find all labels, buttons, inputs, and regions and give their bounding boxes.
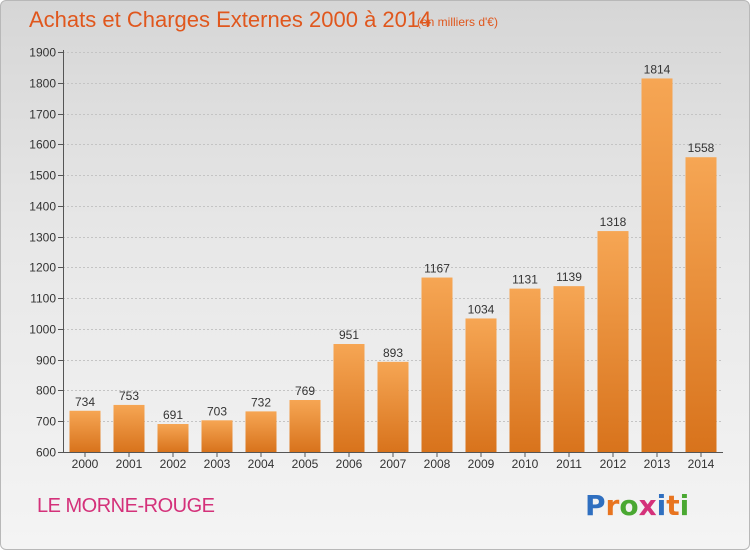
chart-title: Achats et Charges Externes 2000 à 2014 — [29, 7, 432, 32]
axes — [58, 50, 723, 457]
logo-letter: x — [638, 489, 657, 522]
chart-unit: (en milliers d'€) — [417, 15, 498, 29]
bar — [289, 400, 321, 452]
x-tick-label: 2006 — [336, 457, 363, 471]
bar — [465, 318, 497, 452]
bars — [69, 78, 717, 452]
y-tick-label: 1900 — [29, 46, 56, 60]
proxiti-logo: Proxiti — [585, 489, 689, 522]
x-tick-label: 2002 — [160, 457, 187, 471]
logo-letter: r — [605, 489, 620, 522]
y-tick-label: 1000 — [29, 323, 56, 337]
data-label: 753 — [119, 389, 139, 403]
data-label: 893 — [383, 346, 403, 360]
data-label: 703 — [207, 404, 227, 418]
labels: 600 700 800 900 1000 1100 1200 1300 1400 1500 1600… — [29, 46, 714, 472]
bar — [553, 286, 585, 452]
bar — [245, 411, 277, 452]
y-tick-label: 1300 — [29, 231, 56, 245]
data-label: 769 — [295, 384, 315, 398]
x-tick-label: 2012 — [600, 457, 627, 471]
y-tick-label: 900 — [36, 354, 56, 368]
x-tick-label: 2009 — [468, 457, 495, 471]
y-tick-label: 600 — [36, 446, 56, 460]
x-tick-label: 2014 — [688, 457, 715, 471]
data-label: 1131 — [512, 273, 538, 287]
bar — [157, 424, 189, 452]
bar — [685, 157, 717, 452]
bar — [377, 361, 409, 452]
data-label: 1814 — [644, 62, 671, 76]
logo-letter: P — [585, 489, 606, 522]
gridlines — [63, 52, 723, 453]
x-tick-label: 2013 — [644, 457, 671, 471]
data-label: 732 — [251, 395, 271, 409]
y-tick-label: 1700 — [29, 108, 56, 122]
data-label: 951 — [339, 328, 359, 342]
data-label: 1139 — [556, 270, 582, 284]
y-tick-label: 1100 — [30, 292, 56, 306]
bar — [201, 420, 233, 452]
x-tick-label: 2010 — [512, 457, 539, 471]
x-tick-label: 2011 — [556, 457, 582, 471]
data-label: 1558 — [688, 141, 715, 155]
bar — [113, 404, 145, 452]
data-label: 1318 — [600, 215, 627, 229]
y-tick-label: 1600 — [29, 138, 56, 152]
bar — [641, 78, 673, 452]
data-label: 691 — [163, 408, 183, 422]
y-tick-label: 700 — [36, 415, 56, 429]
x-tick-label: 2008 — [424, 457, 451, 471]
y-tick-label: 800 — [36, 384, 56, 398]
data-label: 1034 — [468, 302, 495, 316]
bar — [509, 288, 541, 452]
place-name: LE MORNE-ROUGE — [37, 495, 215, 517]
y-tick-label: 1400 — [29, 200, 56, 214]
logo-letter: i — [679, 489, 690, 522]
x-tick-label: 2000 — [72, 457, 99, 471]
logo-letter: o — [619, 489, 639, 522]
y-tick-label: 1800 — [29, 77, 56, 91]
data-label: 734 — [75, 395, 95, 409]
bar — [69, 410, 101, 452]
y-tick-label: 1200 — [29, 261, 56, 275]
x-tick-label: 2007 — [380, 457, 407, 471]
logo-letter: t — [666, 489, 680, 522]
bar — [597, 231, 629, 452]
bar — [421, 277, 453, 452]
data-label: 1167 — [424, 262, 450, 276]
x-tick-label: 2001 — [116, 457, 143, 471]
logo-letter: i — [656, 489, 667, 522]
x-tick-label: 2005 — [292, 457, 319, 471]
bar — [333, 344, 365, 452]
x-tick-label: 2004 — [248, 457, 275, 471]
y-tick-label: 1500 — [29, 169, 56, 183]
x-tick-label: 2003 — [204, 457, 231, 471]
